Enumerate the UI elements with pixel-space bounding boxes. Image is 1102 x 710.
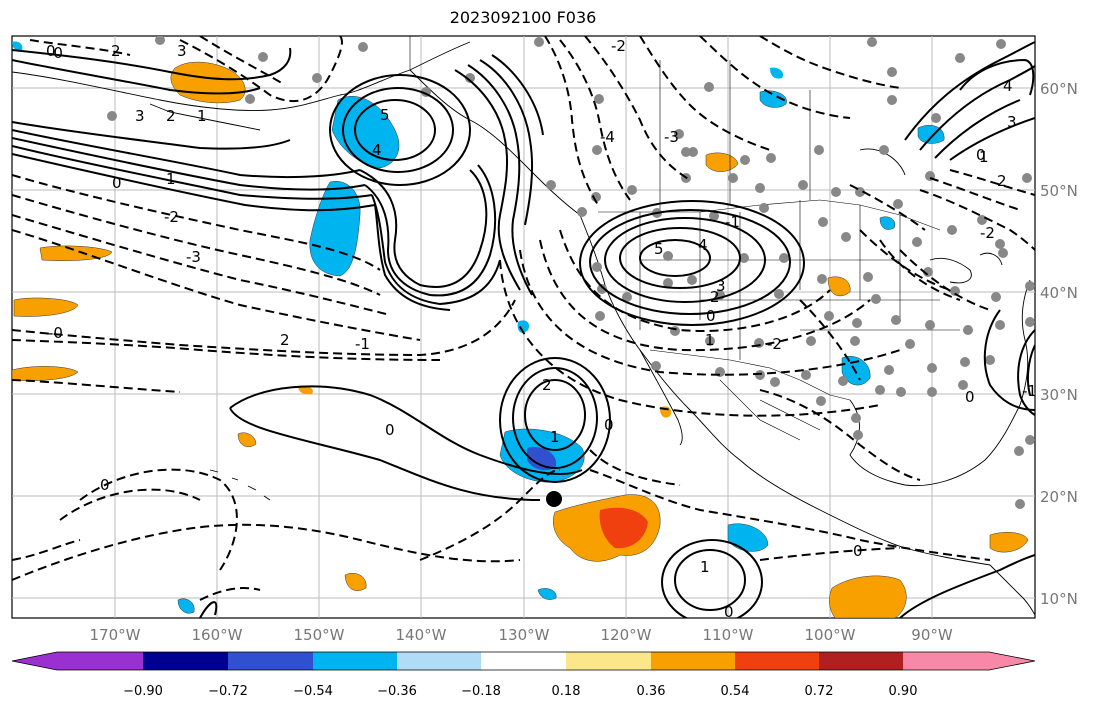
observation-sites xyxy=(107,36,1035,509)
contour-label: -2 xyxy=(980,224,995,242)
storm-position-marker xyxy=(546,491,562,507)
colorbar-swatch xyxy=(313,652,397,670)
colorbar-swatch xyxy=(397,652,481,670)
contour-label: -4 xyxy=(600,128,615,146)
contour-label: 1 xyxy=(166,170,176,188)
colorbar-swatch xyxy=(228,652,313,670)
contour-label: 2 xyxy=(997,172,1007,190)
lat-tick-label: 20°N xyxy=(1040,488,1078,506)
lon-tick-label: 150°W xyxy=(294,626,345,644)
contour-label: 2 xyxy=(542,376,552,394)
contour-label: -2 xyxy=(767,335,782,353)
lat-tick-label: 60°N xyxy=(1040,80,1078,98)
contour-label: 4 xyxy=(698,236,708,254)
lon-tick-label: 170°W xyxy=(90,626,141,644)
colorbar-low-extend xyxy=(12,652,57,670)
contour-label: 1 xyxy=(700,558,710,576)
contour-label: 1 xyxy=(197,107,207,125)
lon-tick-label: 130°W xyxy=(499,626,550,644)
contour-label: 1 xyxy=(550,428,560,446)
contour-label: 0 xyxy=(46,42,56,60)
contour-label: -3 xyxy=(664,128,679,146)
contour-label: 1 xyxy=(979,148,989,166)
lon-tick-label: 100°W xyxy=(805,626,856,644)
contour-label: -2 xyxy=(611,37,626,55)
contour-label: -0 xyxy=(48,324,63,342)
contour-label: 4 xyxy=(1003,77,1013,95)
colorbar-label: 0.18 xyxy=(552,684,581,699)
colorbar-swatch xyxy=(143,652,228,670)
contour-label: -1 xyxy=(355,335,370,353)
contour-label: 2 xyxy=(280,331,290,349)
contour-label: 4 xyxy=(372,141,382,159)
contour-label: 3 xyxy=(716,277,726,295)
colorbar-label: −0.54 xyxy=(293,684,333,699)
contour-label: -2 xyxy=(164,208,179,226)
contour-label: -1 xyxy=(1022,382,1037,400)
colorbar-swatch xyxy=(481,652,566,670)
colorbar-swatch xyxy=(57,652,143,670)
longitude-labels: 170°W 160°W 150°W 140°W 130°W 120°W 110°… xyxy=(90,626,953,644)
contour-label: 5 xyxy=(380,106,390,124)
contour-label: 3 xyxy=(177,42,187,60)
contour-label: 3 xyxy=(1007,113,1017,131)
colorbar-label: 0.90 xyxy=(889,684,918,699)
latitude-labels: 10°N 20°N 30°N 40°N 50°N 60°N xyxy=(1040,80,1078,608)
map-title: 2023092100 F036 xyxy=(449,8,597,27)
lon-tick-label: 90°W xyxy=(911,626,953,644)
contour-label: 0 xyxy=(706,307,716,325)
shaded-negative-anomalies xyxy=(12,41,945,614)
contour-label: 0 xyxy=(976,146,986,164)
lat-tick-label: 10°N xyxy=(1040,590,1078,608)
contour-label: 0 xyxy=(604,416,614,434)
solid-contours xyxy=(12,41,1035,618)
contour-label: 2 xyxy=(166,107,176,125)
political-borders xyxy=(409,36,960,441)
contour-label: 2 xyxy=(710,288,720,306)
colorbar-label: 0.72 xyxy=(805,684,834,699)
contour-label: 0 xyxy=(385,421,395,439)
contour-label: 0 xyxy=(965,388,975,406)
contour-label: 0 xyxy=(853,542,863,560)
coastlines xyxy=(12,41,1035,616)
colorbar-high-extend xyxy=(989,652,1035,670)
colorbar-label: −0.72 xyxy=(208,684,248,699)
colorbar-swatch xyxy=(819,652,903,670)
colorbar: −0.90 −0.72 −0.54 −0.36 −0.18 0.18 0.36 … xyxy=(11,651,1036,699)
contour-label: -0 xyxy=(48,44,63,62)
contour-label: 0 xyxy=(112,174,122,192)
contour-label: 5 xyxy=(654,240,664,258)
colorbar-label: −0.90 xyxy=(123,684,163,699)
contour-label: 1 xyxy=(705,331,715,349)
contour-label: 2 xyxy=(111,42,121,60)
dashed-contours xyxy=(12,36,1035,601)
lon-tick-label: 140°W xyxy=(396,626,447,644)
contour-label: -3 xyxy=(186,248,201,266)
colorbar-swatch xyxy=(735,652,819,670)
colorbar-label: −0.36 xyxy=(377,684,417,699)
lat-tick-label: 50°N xyxy=(1040,182,1078,200)
contour-label: 3 xyxy=(135,107,145,125)
colorbar-swatch xyxy=(566,652,651,670)
contour-label: 0 xyxy=(724,603,734,621)
colorbar-swatch xyxy=(903,652,989,670)
colorbar-swatch xyxy=(651,652,735,670)
lon-tick-label: 110°W xyxy=(703,626,754,644)
lat-tick-label: 40°N xyxy=(1040,284,1078,302)
contour-labels: 0 3 2 1 5 4 3 2 1 0 -3 -2 -1 2 1 0 2 3 5… xyxy=(46,37,1037,621)
colorbar-label: 0.36 xyxy=(637,684,666,699)
contour-label: 0 xyxy=(100,476,110,494)
colorbar-label: 0.54 xyxy=(721,684,750,699)
colorbar-label: −0.18 xyxy=(461,684,501,699)
lon-tick-label: 120°W xyxy=(601,626,652,644)
lat-tick-label: 30°N xyxy=(1040,386,1078,404)
graticule xyxy=(12,36,1035,618)
contour-label: -1 xyxy=(725,213,740,231)
lon-tick-label: 160°W xyxy=(192,626,243,644)
